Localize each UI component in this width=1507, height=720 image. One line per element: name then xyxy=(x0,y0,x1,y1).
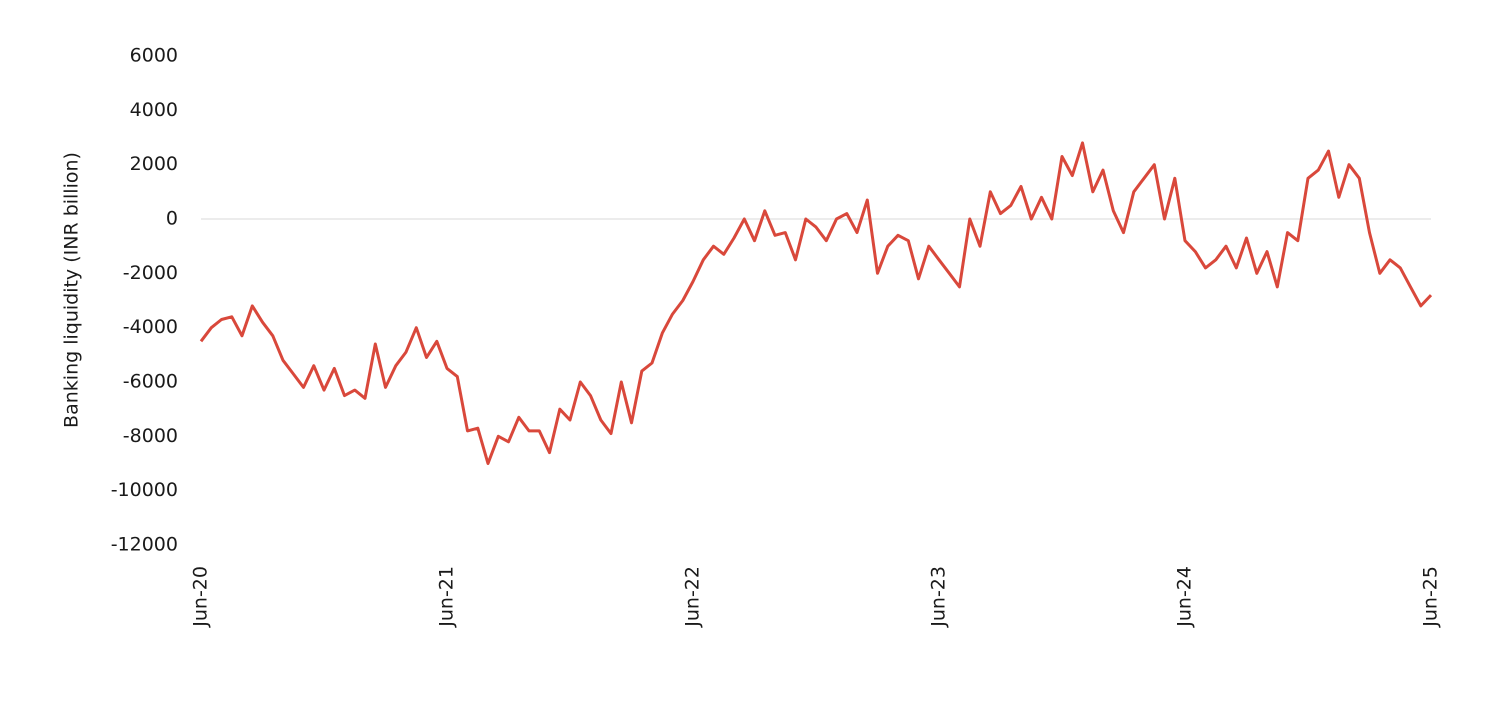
y-tick-label: -8000 xyxy=(123,425,178,447)
x-tick-label: Jun-20 xyxy=(190,566,212,628)
y-tick-label: 4000 xyxy=(130,99,178,121)
y-tick-label: -10000 xyxy=(111,479,178,501)
y-tick-label: -2000 xyxy=(123,262,178,284)
y-tick-label: -4000 xyxy=(123,316,178,338)
x-tick-label: Jun-23 xyxy=(928,566,950,628)
x-tick-label: Jun-24 xyxy=(1174,566,1196,628)
line-series xyxy=(199,141,1433,465)
y-tick-label: 2000 xyxy=(130,153,178,175)
y-tick-label: 6000 xyxy=(130,45,178,67)
x-tick-label: Jun-25 xyxy=(1420,566,1442,628)
y-tick-label: -12000 xyxy=(111,534,178,556)
x-tick-label: Jun-21 xyxy=(436,566,458,628)
y-tick-label: -6000 xyxy=(123,371,178,393)
y-axis-label: Banking liquidity (INR billion) xyxy=(61,152,83,428)
x-tick-label: Jun-22 xyxy=(682,566,704,628)
y-tick-label: 0 xyxy=(166,208,178,230)
